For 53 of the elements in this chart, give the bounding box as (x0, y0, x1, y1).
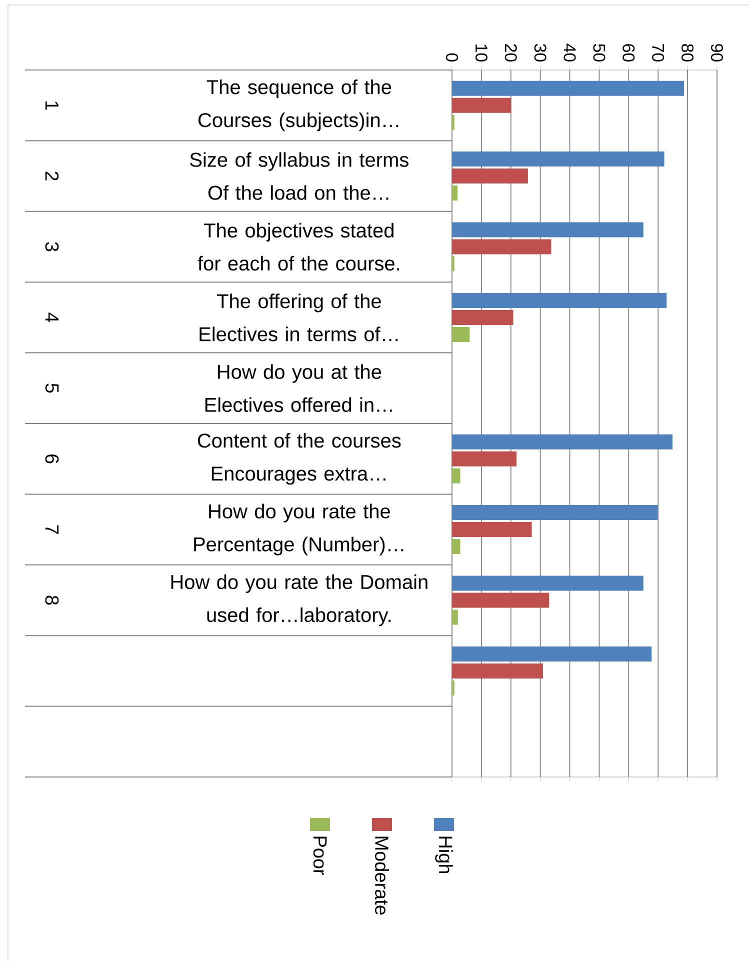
text: 8 (45, 596, 59, 605)
bar (452, 434, 673, 450)
bar (452, 468, 460, 484)
y-tick-label: How do you rate the Domain used for…laboratory. (171, 574, 428, 626)
bar (452, 592, 550, 608)
x-tick-label: 80 (682, 44, 694, 62)
bar (452, 168, 528, 184)
x-tick-label: 0 (446, 53, 458, 62)
y-tick-label: The objectives stated for each of the course. (198, 222, 400, 271)
bar (452, 239, 552, 254)
bar (452, 646, 652, 662)
x-tick-label: 20 (504, 44, 517, 62)
y-tick-label: Content of the courses Encourages extra… (198, 433, 401, 485)
bar (452, 451, 516, 466)
bar (452, 576, 644, 591)
bar (452, 310, 514, 325)
y-tick-label: The offering of the Electives in terms of… (200, 294, 398, 342)
bar (452, 152, 664, 167)
bar (452, 186, 458, 201)
legend-label: Poor (313, 836, 327, 875)
text: 3 (45, 242, 59, 252)
y-tick-label: The sequence of the Courses (subjects)in… (198, 80, 398, 132)
x-tick-label: 90 (710, 44, 723, 62)
bar (452, 539, 460, 554)
legend-label: High (435, 836, 453, 874)
text: 1 (45, 102, 59, 110)
x-tick-label: 60 (622, 44, 635, 62)
x-tick-label: 30 (534, 44, 546, 62)
bar (452, 256, 454, 272)
text: 5 (45, 384, 59, 393)
x-tick-label: 40 (564, 44, 576, 62)
text: 7 (45, 525, 59, 534)
bar (452, 222, 644, 238)
bar (452, 98, 512, 113)
text: 4 (45, 312, 59, 322)
x-tick-label: 70 (652, 44, 664, 62)
bar (452, 680, 454, 696)
y-tick-label: How do you rate the Percentage (Number)… (194, 504, 404, 556)
bar (452, 663, 543, 678)
bar (452, 326, 470, 342)
text: 6 (45, 454, 59, 464)
text: 2 (45, 172, 59, 180)
bar (452, 505, 658, 520)
y-tick-label: Size of syllabus in terms Of the load on the… (190, 152, 408, 200)
bar (452, 114, 454, 130)
bar (452, 522, 532, 538)
x-tick-label: 50 (593, 44, 606, 62)
bar (452, 80, 684, 96)
bar (452, 292, 667, 308)
legend-label: Moderate (375, 836, 389, 915)
x-tick-label: 10 (475, 44, 488, 62)
bar (452, 610, 458, 625)
y-tick-label: How do you at the Electives offered in… (205, 364, 392, 412)
